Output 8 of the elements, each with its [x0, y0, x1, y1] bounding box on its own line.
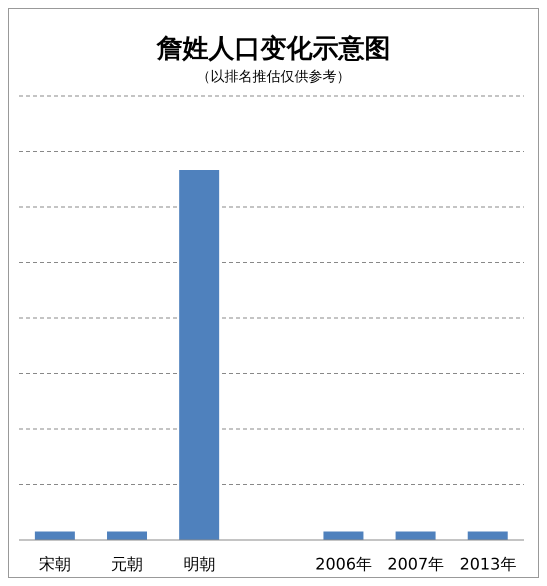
x-tick-label: 2007年: [387, 554, 444, 574]
x-tick-label: 宋朝: [39, 554, 72, 574]
chart-title: 詹姓人口变化示意图: [155, 33, 392, 66]
x-tick-label: 元朝: [111, 554, 144, 574]
x-tick-label: 2006年: [315, 554, 372, 574]
chart-subtitle: （以排名推估仅供参考）: [196, 68, 352, 86]
x-tick-label: 2013年: [460, 554, 516, 574]
x-tick-label: 明朝: [183, 554, 216, 574]
